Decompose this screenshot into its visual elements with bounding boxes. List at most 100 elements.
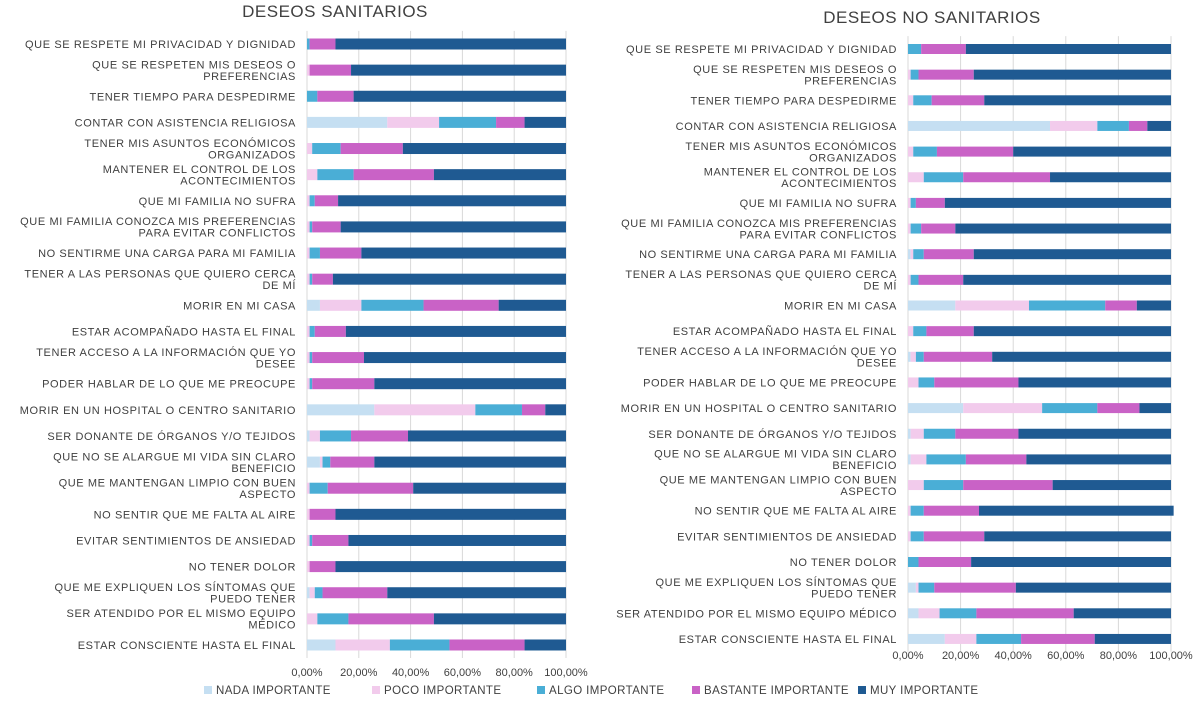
bar-segment-bastante-importante xyxy=(1021,633,1095,644)
bar-segment-bastante-importante xyxy=(936,146,1014,157)
bar-segment-muy-importante xyxy=(973,326,1171,337)
legend-label: NADA IMPORTANTE xyxy=(216,685,331,697)
bar-segment-muy-importante xyxy=(955,223,1171,234)
bar-segment-muy-importante xyxy=(524,639,566,651)
category-label: SER ATENDIDO POR EL MISMO EQUIPO MÉDICO xyxy=(67,608,296,632)
bar-segment-algo-importante xyxy=(913,326,927,337)
bar-segment-algo-importante xyxy=(312,143,341,155)
category-label: CONTAR CON ASISTENCIA RELIGIOSA xyxy=(75,117,296,129)
bar-segment-algo-importante xyxy=(309,534,313,546)
bar-segment-poco-importante xyxy=(908,172,924,183)
bar-segment-bastante-importante xyxy=(923,249,974,260)
bar-segment-bastante-importante xyxy=(317,90,354,102)
category-label: NO SENTIRME UNA CARGA PARA MI FAMILIA xyxy=(38,248,296,260)
bar-segment-poco-importante xyxy=(307,561,310,573)
category-label: MANTENER EL CONTROL DE LOS ACONTECIMIENTO… xyxy=(103,164,296,188)
bar-segment-bastante-importante xyxy=(915,197,945,208)
bar-segment-muy-importante xyxy=(408,430,566,442)
category-label: QUE ME MANTENGAN LIMPIO CON BUEN ASPECTO xyxy=(660,474,897,498)
bar-segment-algo-importante xyxy=(1042,403,1098,414)
legend-label: ALGO IMPORTANTE xyxy=(549,685,664,697)
bar-segment-poco-importante xyxy=(307,195,310,207)
bar-segment-muy-importante xyxy=(1139,403,1171,414)
bar-segment-muy-importante xyxy=(984,95,1171,106)
bar-segment-bastante-importante xyxy=(327,482,414,494)
bar-segment-muy-importante xyxy=(963,274,1171,285)
bar-segment-poco-importante xyxy=(307,378,310,390)
bar-segment-bastante-importante xyxy=(923,531,985,542)
bar-segment-bastante-importante xyxy=(353,169,434,181)
category-label: NO TENER DOLOR xyxy=(790,557,897,569)
bar-segment-nada-importante xyxy=(908,120,1051,131)
bar-segment-muy-importante xyxy=(374,456,566,468)
bar-segment-algo-importante xyxy=(910,505,924,516)
bar-segment-nada-importante xyxy=(307,299,320,311)
bar-segment-algo-importante xyxy=(319,430,352,442)
bar-segment-nada-importante xyxy=(307,456,320,468)
x-tick-label: 40,00% xyxy=(995,650,1033,662)
category-label: QUE MI FAMILIA CONOZCA MIS PREFERENCIAS P… xyxy=(621,218,897,242)
bar-segment-algo-importante xyxy=(913,95,932,106)
bar-segment-muy-importante xyxy=(363,352,566,364)
bar-segment-poco-importante xyxy=(307,64,310,76)
category-label: MORIR EN UN HOSPITAL O CENTRO SANITARIO xyxy=(20,405,296,417)
bar-segment-algo-importante xyxy=(923,428,956,439)
x-tick-label: 40,00% xyxy=(392,667,430,679)
category-label: ESTAR CONSCIENTE HASTA EL FINAL xyxy=(78,640,296,652)
bar-segment-poco-importante xyxy=(307,273,310,285)
category-label: QUE ME MANTENGAN LIMPIO CON BUEN ASPECTO xyxy=(59,477,296,501)
bar-segment-bastante-importante xyxy=(931,95,985,106)
category-label: QUE NO SE ALARGUE MI VIDA SIN CLARO BENEF… xyxy=(53,451,296,475)
bar-segment-algo-importante xyxy=(926,454,966,465)
bar-segment-muy-importante xyxy=(973,69,1171,80)
bar-segment-muy-importante xyxy=(1050,172,1171,183)
category-label: SER ATENDIDO POR EL MISMO EQUIPO MÉDICO xyxy=(616,607,897,620)
bar-segment-muy-importante xyxy=(374,378,566,390)
bar-segment-bastante-importante xyxy=(314,325,346,337)
category-label: QUE SE RESPETE MI PRIVACIDAD Y DIGNIDAD xyxy=(626,44,897,56)
chart-deseos-no-sanitarios: DESEOS NO SANITARIOS 0,00% 20,00% 40,00% 60,… xyxy=(616,8,1193,662)
category-label: QUE MI FAMILIA CONOZCA MIS PREFERENCIAS P… xyxy=(20,216,296,240)
bar-segment-bastante-importante xyxy=(963,480,1053,491)
bar-segment-poco-importante xyxy=(908,326,914,337)
bar-segment-nada-importante xyxy=(307,430,310,442)
bar-segment-poco-importante xyxy=(908,531,911,542)
bar-segment-poco-importante xyxy=(910,249,914,260)
bar-segment-bastante-importante xyxy=(926,326,974,337)
bar-segment-muy-importante xyxy=(433,613,566,625)
bar-segment-algo-importante xyxy=(317,613,349,625)
category-label: EVITAR SENTIMIENTOS DE ANSIEDAD xyxy=(677,531,897,543)
legend-swatch xyxy=(204,686,212,694)
bar-segment-algo-importante xyxy=(307,90,318,102)
x-tick-label: 20,00% xyxy=(942,650,980,662)
bar-segment-nada-importante xyxy=(908,633,945,644)
bar-segment-bastante-importante xyxy=(965,454,1027,465)
bar-segment-muy-importante xyxy=(335,508,566,520)
bar-segment-muy-importante xyxy=(387,587,566,599)
bar-segment-poco-importante xyxy=(908,480,924,491)
bar-segment-bastante-importante xyxy=(976,608,1074,619)
legend: NADA IMPORTANTE POCO IMPORTANTE ALGO IMPOR… xyxy=(204,685,978,697)
bar-segment-algo-importante xyxy=(976,633,1022,644)
bar-segment-bastante-importante xyxy=(496,116,525,128)
bar-segment-muy-importante xyxy=(1094,633,1171,644)
bar-segment-bastante-importante xyxy=(921,44,966,54)
bar-segment-bastante-importante xyxy=(340,143,403,155)
bar-segment-muy-importante xyxy=(1147,120,1171,131)
category-label: QUE MI FAMILIA NO SUFRA xyxy=(740,198,897,210)
category-label: QUE SE RESPETEN MIS DESEOS O PREFERENCIAS xyxy=(92,59,296,83)
bar-segment-bastante-importante xyxy=(449,639,525,651)
bar-segment-muy-importante xyxy=(348,534,566,546)
bar-segment-algo-importante xyxy=(439,116,497,128)
bar-segment-muy-importante xyxy=(335,561,566,573)
bar-segment-muy-importante xyxy=(402,143,566,155)
bar-segment-algo-importante xyxy=(913,249,924,260)
bar-segment-bastante-importante xyxy=(312,273,333,285)
bar-segment-bastante-importante xyxy=(312,221,341,233)
bar-segment-nada-importante xyxy=(307,116,388,128)
bar-segment-muy-importante xyxy=(1018,428,1171,439)
bar-segment-muy-importante xyxy=(1026,454,1171,465)
bar-segment-nada-importante xyxy=(307,587,310,599)
bar-segment-nada-importante xyxy=(307,404,375,416)
bar-segment-bastante-importante xyxy=(521,404,546,416)
